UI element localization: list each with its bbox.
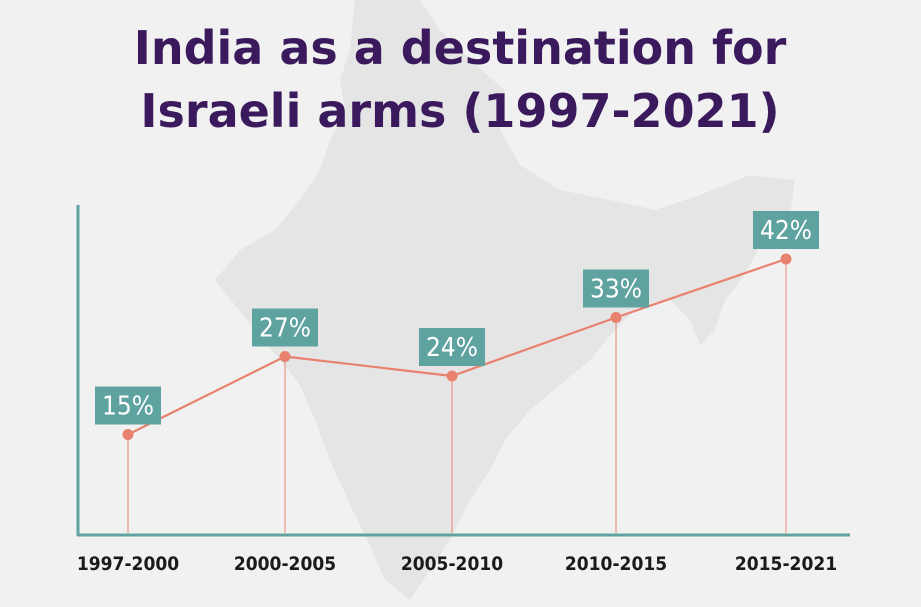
data-point-0 [122,429,134,440]
value-label-1: 27% [259,314,311,344]
data-point-3 [610,312,622,323]
value-label-box-2 [419,328,485,366]
chart-title-line-1: India as a destination for [134,21,787,75]
value-label-4: 42% [760,216,812,246]
value-label-box-3 [583,269,649,308]
x-tick-label-1: 2000-2005 [234,553,336,575]
x-tick-label-2: 2005-2010 [401,553,503,575]
india-map-silhouette [215,0,795,600]
value-label-2: 24% [426,333,478,363]
x-tick-label-4: 2015-2021 [735,553,837,575]
value-label-3: 33% [590,275,642,305]
value-label-0: 15% [102,392,154,422]
data-point-4 [780,253,792,265]
data-point-1 [279,351,291,362]
value-label-box-4 [753,211,819,249]
x-tick-label-3: 2010-2015 [565,553,667,575]
value-label-box-1 [252,308,318,347]
x-tick-label-0: 1997-2000 [77,553,179,575]
chart-title-line-2: Israeli arms (1997-2021) [140,84,779,138]
data-point-2 [446,370,458,382]
value-label-box-0 [95,386,161,425]
